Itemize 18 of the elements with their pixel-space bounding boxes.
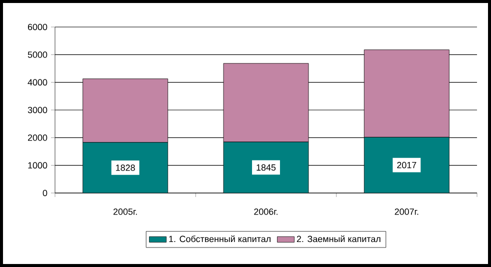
data-label: 1828 <box>116 164 135 171</box>
y-tick-label: 2000 <box>28 134 48 141</box>
x-tick-label: 2007г. <box>394 208 418 215</box>
bar <box>364 136 450 193</box>
y-tick-label: 4000 <box>28 79 48 86</box>
legend-label: 1. Собственный капитал <box>169 235 270 242</box>
y-tick-label: 6000 <box>28 24 48 30</box>
bar <box>223 142 309 193</box>
bar <box>82 142 168 193</box>
y-tick-label: 1000 <box>28 162 48 169</box>
legend-label: 2. Заемный капитал <box>296 235 380 242</box>
data-label: 1845 <box>256 164 276 171</box>
x-tick-label: 2006г. <box>254 208 278 215</box>
y-tick-label: 0 <box>42 190 48 196</box>
y-tick-label: 3000 <box>28 106 48 114</box>
data-label: 2017 <box>397 162 416 168</box>
x-tick-label: 2005г. <box>113 208 137 215</box>
y-tick-label: 5000 <box>28 51 48 58</box>
